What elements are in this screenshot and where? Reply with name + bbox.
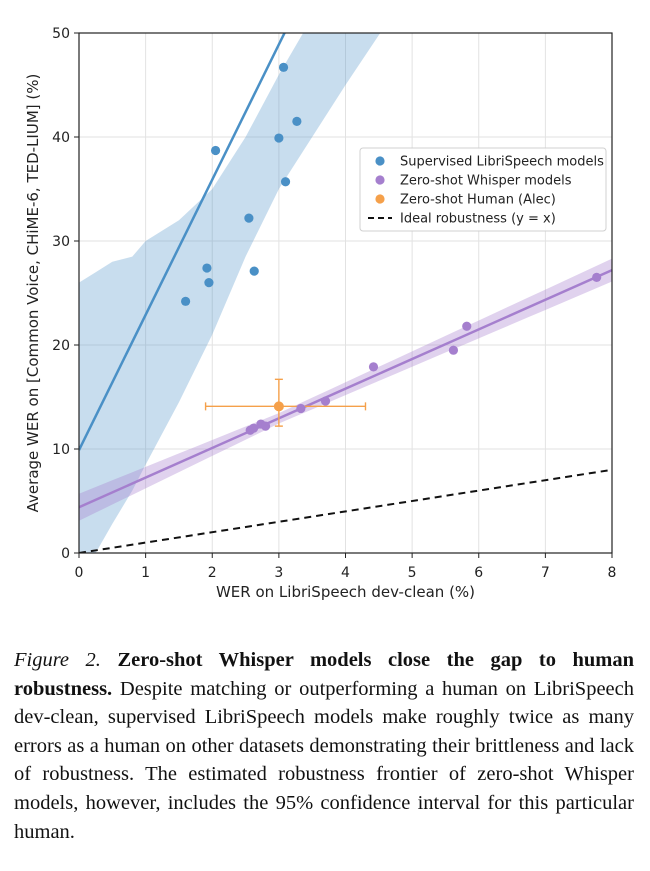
legend-entry: Ideal robustness (y = x) — [400, 212, 556, 227]
supervised-model-point — [280, 177, 291, 187]
y-tick-label: 10 — [52, 442, 70, 458]
figure-label: Figure 2. — [14, 649, 101, 671]
supervised-model-point — [249, 266, 259, 276]
supervised-confidence-band — [79, 33, 381, 553]
legend-entry: Supervised LibriSpeech models — [400, 155, 604, 170]
chart: 0 1 2 3 4 5 6 7 8 0 10 20 30 40 50 WER on LibriSpeech … — [24, 26, 616, 601]
whisper-model-point — [592, 272, 602, 282]
y-tick-label: 30 — [52, 234, 70, 250]
figure-caption: Figure 2. Zero-shot Whisper models close… — [14, 646, 634, 846]
legend-swatch-marker — [375, 156, 385, 166]
supervised-model-point — [210, 145, 221, 156]
supervised-model-point — [278, 62, 289, 72]
y-axis-label: Average WER on [Common Voice, CHiME-6, T… — [24, 74, 42, 513]
supervised-model-point — [274, 133, 284, 143]
x-tick-label: 0 — [75, 565, 84, 581]
y-tick-label: 0 — [61, 546, 70, 562]
data-points — [181, 62, 602, 435]
whisper-model-point — [320, 396, 331, 406]
supervised-model-point — [292, 116, 302, 126]
x-tick-label: 3 — [274, 565, 283, 581]
axis-ticks: 0 1 2 3 4 5 6 7 8 0 10 20 30 40 50 — [52, 26, 616, 581]
whisper-model-point — [248, 423, 259, 433]
whisper-model-point — [296, 403, 306, 414]
human-point — [273, 401, 284, 412]
supervised-model-point — [202, 263, 212, 273]
supervised-model-point — [244, 213, 254, 223]
x-tick-label: 7 — [541, 565, 550, 581]
y-tick-label: 40 — [52, 130, 70, 146]
y-tick-label: 50 — [52, 26, 70, 42]
whisper-model-point — [462, 321, 472, 331]
x-tick-label: 2 — [208, 565, 217, 581]
grid — [78, 32, 613, 554]
legend-swatch-marker — [375, 175, 385, 185]
x-axis-label: WER on LibriSpeech dev-clean (%) — [216, 583, 475, 601]
x-tick-label: 8 — [608, 565, 617, 581]
ideal-robustness-line — [79, 468, 612, 553]
fit-lines — [79, 33, 612, 553]
supervised-model-point — [181, 296, 191, 306]
whisper-model-point — [260, 421, 271, 431]
legend-entry: Zero-shot Whisper models — [400, 174, 572, 189]
whisper-model-point — [368, 362, 379, 372]
y-tick-label: 20 — [52, 338, 70, 354]
whisper-model-point — [448, 345, 459, 355]
caption-body: Despite matching or outperforming a huma… — [14, 677, 634, 843]
x-tick-label: 1 — [141, 565, 150, 581]
legend-swatch-marker — [375, 194, 385, 204]
x-tick-label: 4 — [341, 565, 350, 581]
legend-entry: Zero-shot Human (Alec) — [400, 193, 556, 208]
x-tick-label: 5 — [408, 565, 417, 581]
legend: Supervised LibriSpeech models Zero-shot W… — [359, 147, 607, 232]
x-tick-label: 6 — [474, 565, 483, 581]
legend-box — [359, 147, 607, 232]
supervised-fit-line — [79, 33, 286, 451]
zero-shot-fit-line — [79, 268, 612, 509]
supervised-model-point — [204, 278, 214, 288]
caption-title: Zero-shot Whisper models close the gap t… — [14, 649, 635, 700]
